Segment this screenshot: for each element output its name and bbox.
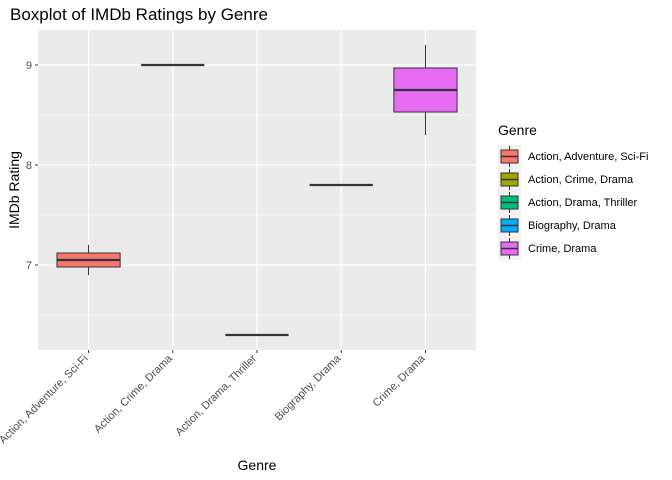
x-tick-label: Action, Drama, Thriller: [173, 352, 259, 438]
legend-label: Biography, Drama: [528, 220, 617, 232]
x-tick-label: Biography, Drama: [273, 352, 344, 423]
x-tick-labels: Action, Adventure, Sci-Fi Action, Crime, …: [0, 350, 428, 446]
box-5: [393, 45, 458, 135]
y-axis-title: IMDb Rating: [6, 151, 22, 229]
legend-label: Action, Adventure, Sci-Fi: [528, 151, 648, 163]
legend-label: Crime, Drama: [528, 243, 597, 255]
legend: Action, Adventure, Sci-Fi Action, Crime, …: [498, 145, 648, 260]
legend-item-2: Action, Crime, Drama: [498, 168, 634, 191]
legend-item-1: Action, Adventure, Sci-Fi: [498, 145, 648, 168]
x-tick-label: Crime, Drama: [371, 352, 429, 410]
x-tick-label: Action, Adventure, Sci-Fi: [0, 353, 91, 447]
legend-item-5: Crime, Drama: [498, 237, 597, 260]
legend-item-4: Biography, Drama: [498, 214, 617, 237]
legend-title: Genre: [498, 122, 537, 138]
y-tick-label: 9: [26, 60, 32, 72]
legend-item-3: Action, Drama, Thriller: [498, 191, 638, 214]
y-tick-label: 8: [26, 160, 32, 172]
boxes-layer: [56, 45, 458, 337]
chart-title: Boxplot of IMDb Ratings by Genre: [10, 5, 268, 24]
y-tick-labels: 7 8 9: [26, 60, 38, 272]
grid-lines: [38, 30, 476, 350]
x-tick-label: Action, Crime, Drama: [92, 352, 175, 435]
x-axis-title: Genre: [238, 457, 277, 473]
y-tick-label: 7: [26, 260, 32, 272]
legend-label: Action, Drama, Thriller: [528, 197, 638, 209]
legend-label: Action, Crime, Drama: [528, 174, 634, 186]
box-1: [56, 245, 121, 275]
